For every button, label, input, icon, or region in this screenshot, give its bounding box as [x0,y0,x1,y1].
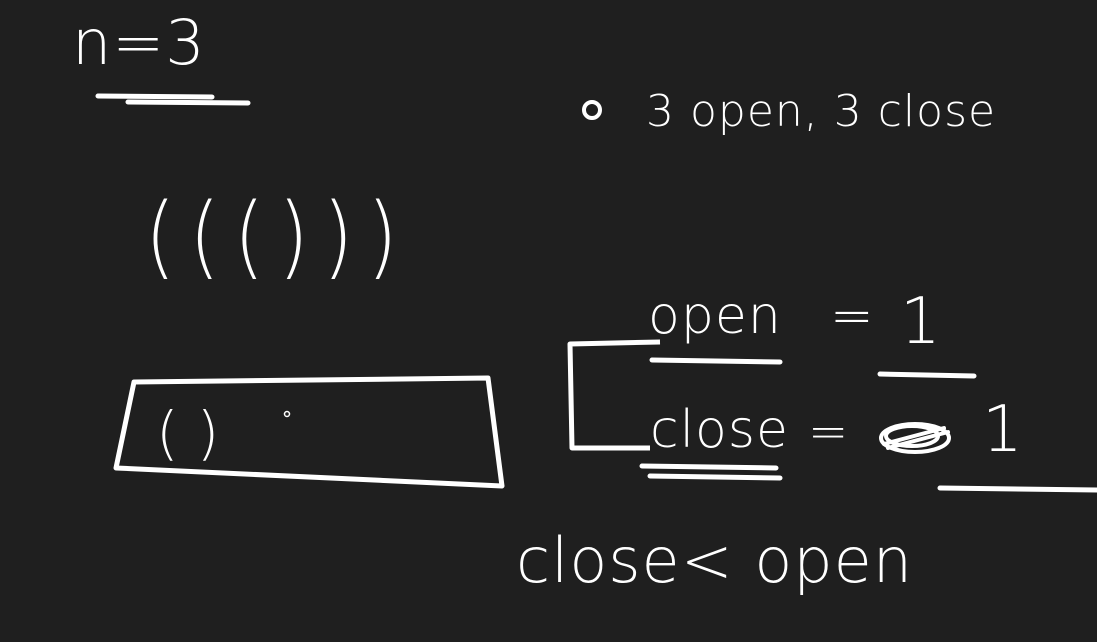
close-underline [639,463,783,481]
open-equals: = [830,286,875,346]
close-value-underline [937,485,1097,493]
bracket-line [567,339,661,451]
close-equals: = [808,404,850,460]
open-underline [649,357,783,365]
open-close-note: 3 open, 3 close [646,86,997,137]
close-value: 1 [982,393,1024,467]
open-value: 1 [900,285,942,359]
scribble-mark [879,422,951,454]
box-outline [113,375,505,489]
open-value-underline [877,371,977,379]
close-less-than-open-rule: close< open [516,524,914,597]
parentheses-sequence: ((())) [145,185,412,289]
bullet-icon [582,100,602,120]
small-dot [283,410,291,418]
n-underline [95,93,251,106]
close-label: close [650,400,789,460]
box-parentheses: () [156,399,238,467]
open-label: open [648,286,782,346]
n-equals-three: n=3 [72,6,206,79]
